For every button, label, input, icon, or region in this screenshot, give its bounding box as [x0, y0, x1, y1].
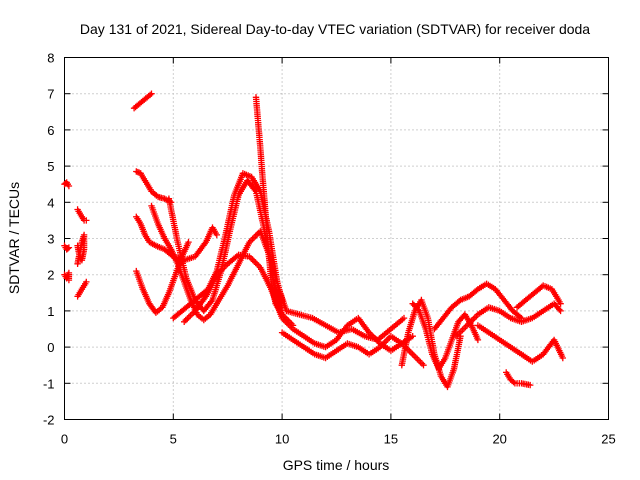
y-tick-label: 6: [47, 123, 54, 138]
series-marks-arc-3: [61, 269, 73, 284]
series-marks-arc-21: [431, 280, 525, 333]
series-marks-arc-25: [513, 282, 564, 311]
series-marks-arc-1: [61, 179, 73, 190]
y-tick-label: 3: [47, 232, 54, 247]
y-tick-label: 5: [47, 159, 54, 174]
series-marks-arc-22: [453, 300, 564, 340]
series-marks-arc-20: [409, 300, 482, 372]
y-axis-title: SDTVAR / TECUs: [6, 182, 22, 294]
x-tick-label: 20: [492, 432, 506, 447]
series-marks-arc-17: [278, 329, 427, 369]
y-tick-label: 7: [47, 87, 54, 102]
grid: [64, 57, 609, 420]
plot-frame: [64, 57, 609, 420]
data-points: [61, 90, 566, 391]
series-marks-arc-6: [74, 278, 90, 300]
x-tick-label: 15: [384, 432, 398, 447]
x-axis-title: GPS time / hours: [283, 457, 390, 473]
tick-labels: -2 -1 0 1 2 3 4 5 6 7 8 0 5 10 15 20 25: [43, 51, 616, 447]
series-marks-arc-7: [130, 90, 155, 112]
x-tick-label: 10: [275, 432, 289, 447]
series-marks-arc-24: [503, 369, 534, 389]
series-marks-arc-2: [61, 242, 73, 253]
series-marks-arc-18: [283, 307, 408, 344]
y-tick-label: 1: [47, 304, 54, 319]
y-tick-label: -1: [43, 376, 55, 391]
y-tick-label: 2: [47, 268, 54, 283]
series-marks-arc-4: [74, 206, 90, 224]
series-marks-arc-5: [74, 231, 88, 267]
x-tick-label: 5: [170, 432, 177, 447]
chart-title: Day 131 of 2021, Sidereal Day-to-day VTE…: [80, 21, 590, 37]
y-tick-label: 0: [47, 340, 54, 355]
y-tick-label: 4: [47, 195, 54, 210]
x-tick-label: 25: [601, 432, 615, 447]
x-tick-label: 0: [61, 432, 68, 447]
y-tick-label: -2: [43, 413, 55, 428]
series-marks-arc-23: [474, 322, 566, 365]
series-marks-arc-8: [133, 168, 175, 206]
y-tick-label: 8: [47, 51, 54, 66]
